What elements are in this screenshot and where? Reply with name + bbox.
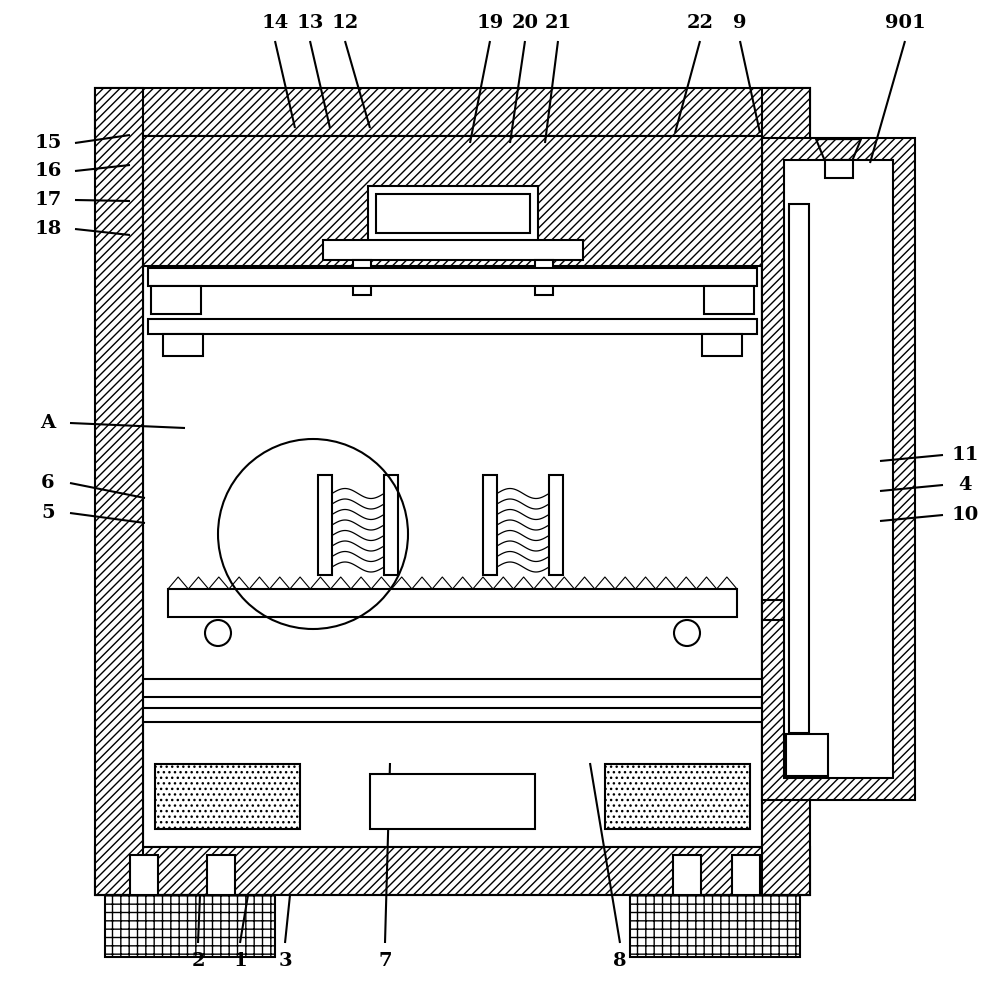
Text: 14: 14: [261, 14, 289, 32]
Bar: [368, 186, 538, 241]
Bar: [376, 194, 530, 233]
Bar: [95, 88, 143, 895]
Bar: [549, 475, 563, 575]
Text: 4: 4: [958, 476, 972, 494]
Text: 15: 15: [34, 134, 62, 152]
Bar: [143, 136, 762, 847]
Text: 22: 22: [686, 14, 714, 32]
Bar: [143, 679, 762, 697]
Bar: [143, 708, 762, 722]
Bar: [784, 160, 893, 778]
Bar: [105, 895, 275, 957]
Bar: [130, 855, 158, 895]
Bar: [148, 268, 757, 286]
Text: 21: 21: [544, 14, 572, 32]
Bar: [630, 895, 800, 957]
Bar: [148, 319, 757, 334]
Text: 16: 16: [34, 162, 62, 180]
Text: 6: 6: [41, 474, 55, 492]
Text: 11: 11: [951, 446, 979, 464]
Bar: [151, 286, 201, 314]
Bar: [483, 475, 497, 575]
Bar: [143, 136, 762, 266]
Bar: [789, 203, 809, 733]
Text: 5: 5: [41, 504, 55, 522]
Text: 18: 18: [34, 220, 62, 238]
Bar: [786, 734, 828, 776]
Bar: [732, 855, 760, 895]
Bar: [384, 475, 398, 575]
Text: 19: 19: [476, 14, 504, 32]
Bar: [605, 764, 750, 829]
Bar: [207, 855, 234, 895]
Text: 13: 13: [296, 14, 324, 32]
Text: 2: 2: [191, 952, 205, 970]
Bar: [95, 847, 810, 895]
Bar: [762, 88, 810, 895]
Text: 10: 10: [951, 506, 979, 524]
Bar: [672, 855, 700, 895]
Bar: [534, 260, 552, 295]
Bar: [352, 260, 370, 295]
Text: 20: 20: [512, 14, 538, 32]
Bar: [155, 764, 300, 829]
Bar: [318, 475, 332, 575]
Text: 12: 12: [331, 14, 359, 32]
Text: 901: 901: [885, 14, 925, 32]
Text: 7: 7: [378, 952, 392, 970]
Bar: [168, 589, 737, 617]
Bar: [163, 334, 203, 356]
Bar: [370, 774, 535, 829]
Bar: [824, 160, 852, 178]
Text: 1: 1: [233, 952, 247, 970]
Text: 17: 17: [34, 191, 62, 209]
Text: 3: 3: [278, 952, 292, 970]
Text: 9: 9: [733, 14, 747, 32]
Bar: [322, 240, 582, 260]
Bar: [704, 286, 754, 314]
Text: 8: 8: [613, 952, 627, 970]
Text: A: A: [40, 414, 56, 432]
Bar: [95, 88, 810, 136]
Bar: [702, 334, 742, 356]
Bar: [762, 138, 915, 800]
